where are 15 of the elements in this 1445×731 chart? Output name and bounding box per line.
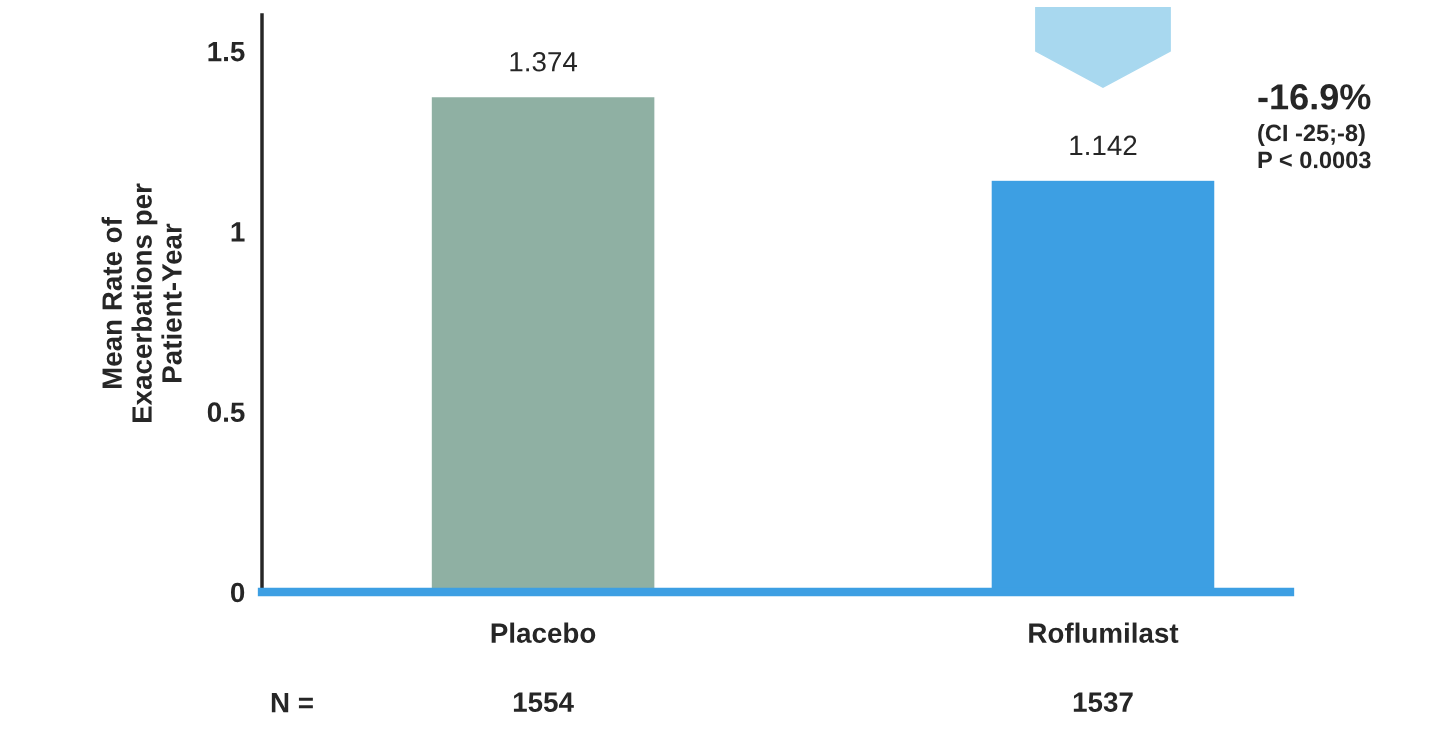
annotation: (CI -25;-8)	[1258, 124, 1365, 146]
x-tick-label: Roflumilast	[1029, 622, 1179, 643]
y-axis-title: Mean Rate of Exacerbations per Patient-Year	[101, 183, 182, 423]
annotation: P < 0.0003	[1258, 151, 1371, 169]
text: N =	[271, 693, 313, 713]
y-tick-label: 0.5	[207, 402, 245, 423]
text: 1554	[513, 692, 574, 712]
text: 1537	[1073, 692, 1133, 712]
data-label: 1.142	[1070, 135, 1137, 155]
y-tick-label: 1	[231, 222, 245, 242]
y-tick-label: 1.5	[208, 42, 245, 62]
y-tick-label: 0	[230, 582, 245, 603]
x-tick-label: Placebo	[491, 622, 596, 643]
annotation: -16.9%	[1258, 84, 1371, 110]
data-label: 1.374	[510, 51, 578, 72]
